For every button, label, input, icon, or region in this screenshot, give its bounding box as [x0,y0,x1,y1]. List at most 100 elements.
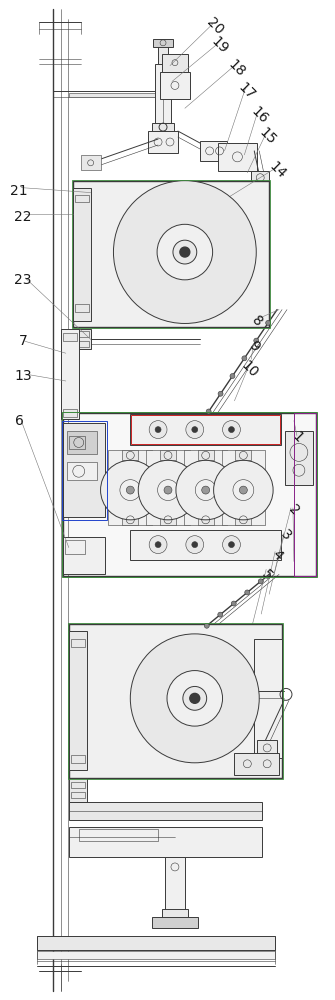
Bar [69,827,262,857]
Text: 5: 5 [259,567,275,583]
Bar [69,631,87,770]
Text: 6: 6 [15,414,24,428]
Bar [63,333,77,341]
Circle shape [190,693,200,703]
Bar [160,515,176,525]
Circle shape [120,480,141,500]
Text: 18: 18 [225,57,248,80]
Circle shape [254,338,259,343]
Bar [37,936,275,950]
Bar [75,304,89,312]
Circle shape [195,480,216,500]
Circle shape [180,247,190,257]
Bar [184,450,227,525]
Bar [217,143,257,171]
Circle shape [222,536,241,554]
Bar [79,829,158,841]
Bar [122,450,138,460]
Bar [69,93,163,97]
Bar [160,72,190,99]
Circle shape [155,542,161,548]
Text: 21: 21 [10,184,28,198]
Bar [65,540,85,554]
Bar [162,54,188,72]
Bar [69,436,85,449]
Bar [71,755,85,763]
Bar [198,515,214,525]
Bar [63,409,77,417]
Circle shape [230,374,235,379]
Circle shape [138,460,198,520]
Bar [130,530,281,560]
Circle shape [228,427,234,433]
Circle shape [266,320,271,325]
Text: 2: 2 [286,502,302,518]
Text: 16: 16 [248,104,270,126]
Bar [236,450,251,460]
Text: 3: 3 [278,528,294,544]
Bar [63,537,105,574]
Bar [73,181,269,327]
Bar [285,431,313,485]
Bar [71,782,85,788]
Circle shape [173,240,197,264]
Circle shape [191,634,196,639]
Circle shape [231,601,236,606]
Circle shape [218,391,223,396]
Bar [63,423,105,517]
Circle shape [228,542,234,548]
Circle shape [194,427,199,432]
Bar [158,44,168,64]
Bar [69,802,262,820]
Circle shape [149,536,167,554]
Bar [200,141,227,161]
Bar [122,515,138,525]
Bar [148,131,178,153]
Bar [67,462,96,480]
Bar [234,753,279,775]
Circle shape [204,623,209,628]
Circle shape [258,579,263,584]
Text: 19: 19 [208,35,231,57]
Bar [81,155,100,170]
Bar [63,413,316,576]
Bar [75,331,89,337]
Circle shape [167,671,222,726]
Text: 14: 14 [266,160,288,182]
Circle shape [100,460,160,520]
Bar [68,623,283,779]
Bar [109,450,152,525]
Circle shape [214,460,273,520]
Circle shape [242,356,247,361]
Bar [73,329,91,349]
Circle shape [155,427,161,433]
Text: 17: 17 [235,80,258,103]
Bar [62,421,107,520]
Bar [131,415,280,444]
Bar [37,951,275,959]
Bar [75,341,89,347]
Bar [221,450,265,525]
Bar [198,450,214,460]
Circle shape [186,536,204,554]
Bar [160,450,176,460]
Bar [73,188,91,321]
Circle shape [202,486,210,494]
Text: 20: 20 [203,15,226,37]
Circle shape [222,421,241,439]
Circle shape [206,409,211,414]
Bar [62,412,317,577]
Bar [71,792,85,798]
Bar [69,624,282,778]
Bar [71,639,85,647]
Text: 7: 7 [19,334,27,348]
Text: 15: 15 [256,125,278,147]
Bar [152,123,174,131]
Circle shape [183,686,207,710]
Circle shape [126,486,134,494]
Bar [257,740,277,755]
Bar [75,195,89,202]
Bar [61,329,79,419]
Bar [146,450,190,525]
Bar [162,909,188,919]
